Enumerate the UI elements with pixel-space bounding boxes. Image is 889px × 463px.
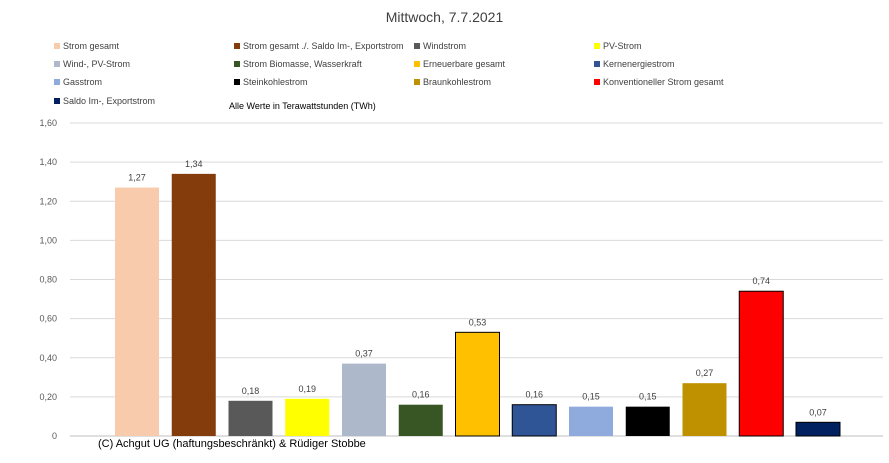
legend-label: PV-Strom — [603, 41, 642, 51]
y-tick-label: 1,40 — [39, 157, 57, 167]
bar — [342, 363, 386, 436]
data-label: 0,74 — [752, 276, 770, 286]
data-label: 0,37 — [355, 349, 373, 359]
data-label: 0,19 — [298, 384, 316, 394]
legend-item: Strom gesamt — [54, 41, 119, 51]
y-tick-label: 0,60 — [39, 314, 57, 324]
data-label: 0,16 — [412, 390, 430, 400]
bar — [285, 398, 330, 436]
bar — [738, 290, 784, 437]
legend-item: Strom Biomasse, Wasserkraft — [234, 59, 362, 69]
data-label: 0,16 — [525, 390, 543, 400]
legend-item: Erneuerbare gesamt — [414, 59, 505, 69]
copyright-text: (C) Achgut UG (haftungsbeschränkt) & Rüd… — [98, 438, 366, 450]
legend-label: Steinkohlestrom — [243, 77, 308, 87]
unit-note: Alle Werte in Terawattstunden (TWh) — [229, 101, 376, 111]
bar — [228, 400, 273, 436]
legend-swatch — [234, 79, 240, 85]
data-label: 0,07 — [809, 407, 827, 417]
legend-label: Strom Biomasse, Wasserkraft — [243, 59, 362, 69]
legend-label: Strom gesamt — [63, 41, 120, 51]
y-tick-label: 0,80 — [39, 275, 57, 285]
y-tick-label: 0 — [52, 431, 57, 441]
bar — [115, 187, 159, 436]
legend-swatch — [594, 79, 600, 85]
data-label: 0,15 — [582, 392, 600, 402]
chart-legend: Strom gesamt Strom gesamt ./. Saldo Im-, … — [0, 0, 889, 110]
bar — [569, 406, 613, 436]
legend-swatch — [594, 61, 600, 67]
y-tick-label: 1,20 — [39, 196, 57, 206]
legend-swatch — [234, 61, 240, 67]
legend-label: Konventioneller Strom gesamt — [603, 77, 724, 87]
y-tick-label: 1,00 — [39, 235, 57, 245]
legend-item: Wind-, PV-Strom — [54, 59, 130, 69]
legend-label: Windstrom — [423, 41, 467, 51]
legend-swatch — [594, 43, 600, 49]
legend-item: Gasstrom — [54, 77, 102, 87]
y-tick-label: 0,20 — [39, 392, 57, 402]
data-label: 0,27 — [696, 368, 714, 378]
legend-label: Strom gesamt ./. Saldo Im-, Exportstrom — [243, 41, 404, 51]
legend-label: Braunkohlestrom — [423, 77, 492, 87]
data-label: 1,27 — [128, 173, 146, 183]
legend-label: Erneuerbare gesamt — [423, 59, 506, 69]
legend-item: Windstrom — [414, 41, 466, 51]
legend-item: Strom gesamt ./. Saldo Im-, Exportstrom — [234, 41, 404, 51]
legend-item: Braunkohlestrom — [414, 77, 491, 87]
legend-item: Saldo Im-, Exportstrom — [54, 96, 155, 106]
legend-swatch — [54, 61, 60, 67]
data-label: 1,34 — [185, 159, 203, 169]
legend-label: Saldo Im-, Exportstrom — [63, 96, 156, 106]
legend-swatch — [414, 79, 420, 85]
bar — [682, 383, 727, 436]
legend-item: Steinkohlestrom — [234, 77, 308, 87]
legend-swatch — [54, 79, 60, 85]
data-label: 0,15 — [639, 392, 657, 402]
legend-label: Kernenergiestrom — [603, 59, 675, 69]
legend-swatch — [414, 43, 420, 49]
bar — [171, 173, 216, 437]
legend-label: Wind-, PV-Strom — [63, 59, 131, 69]
data-label: 0,53 — [469, 317, 487, 327]
legend-swatch — [414, 61, 420, 67]
bar — [511, 404, 557, 437]
legend-item: Konventioneller Strom gesamt — [594, 77, 724, 87]
data-label: 0,18 — [242, 386, 260, 396]
bar — [455, 331, 500, 437]
legend-item: PV-Strom — [594, 41, 642, 51]
bar — [398, 404, 443, 436]
y-tick-label: 1,60 — [39, 118, 57, 128]
y-tick-label: 0,40 — [39, 353, 57, 363]
legend-swatch — [234, 43, 240, 49]
chart-title: Mittwoch, 7.7.2021 — [385, 9, 504, 25]
legend-item: Kernenergiestrom — [594, 59, 675, 69]
bar — [625, 406, 670, 436]
legend-swatch — [54, 98, 60, 104]
bar — [795, 421, 841, 437]
legend-label: Gasstrom — [63, 77, 103, 87]
legend-swatch — [54, 43, 60, 49]
